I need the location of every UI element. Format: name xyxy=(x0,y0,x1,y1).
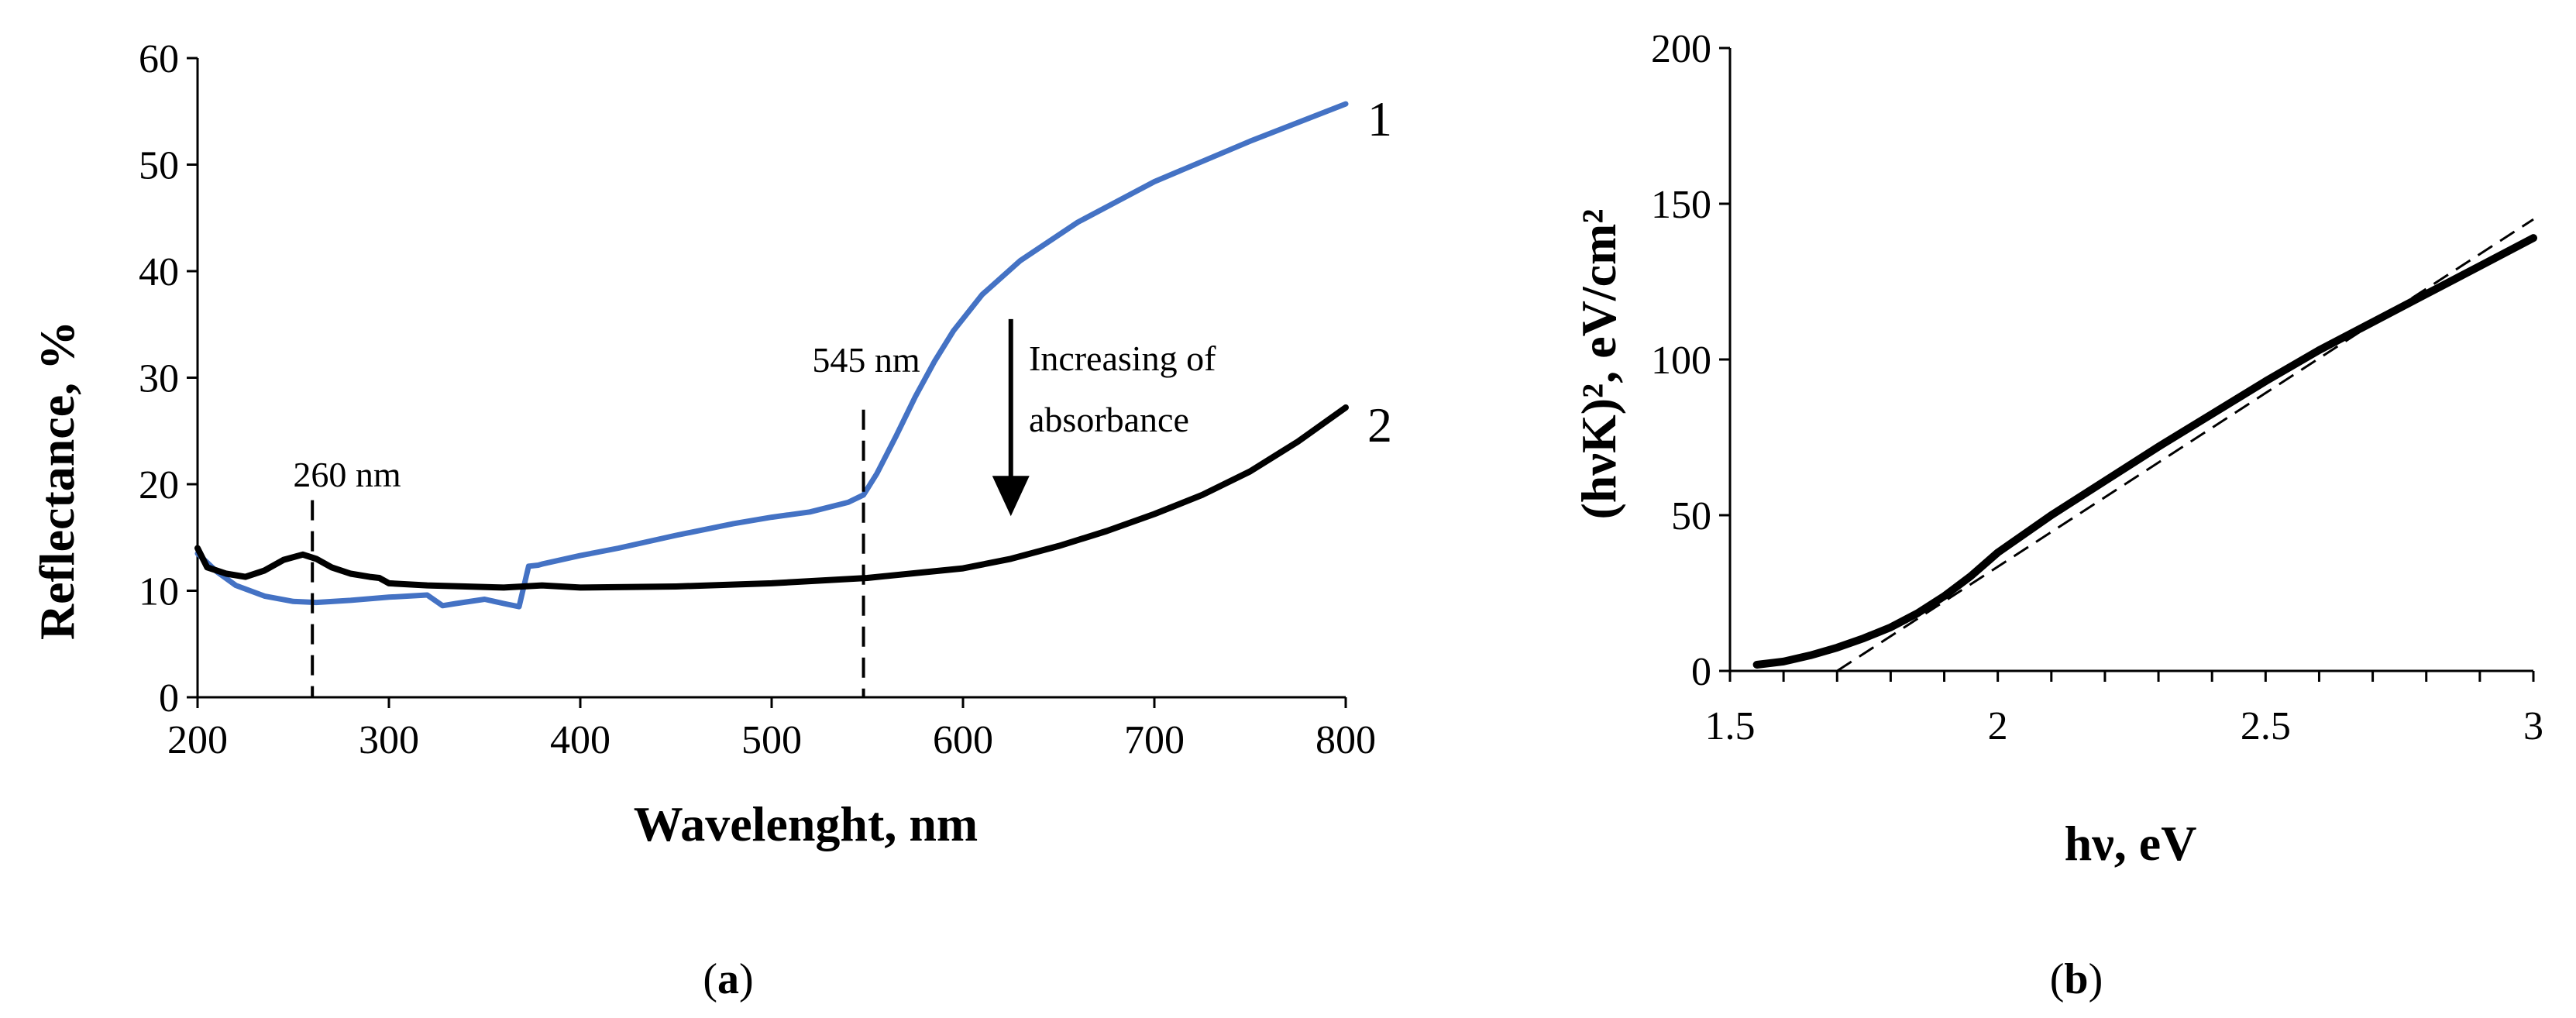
absorbance-arrow-head xyxy=(992,476,1030,517)
annotation-260nm: 260 nm xyxy=(293,455,401,494)
chart-a-y-tick-label: 0 xyxy=(159,676,179,721)
chart-a-marks xyxy=(194,101,1349,697)
chart-a-y-axis-label: Reflectance, % xyxy=(29,321,84,640)
chart-b-y-tick-labels: 0 50 100 150 200 xyxy=(1651,27,1711,694)
chart-a-y-tick-labels: 0 10 20 30 40 50 60 xyxy=(139,37,179,721)
chart-a-x-tick-label: 300 xyxy=(359,718,419,762)
chart-b-y-tick-label: 200 xyxy=(1651,27,1711,71)
chart-b-y-tick-label: 50 xyxy=(1671,494,1711,538)
chart-a-axes xyxy=(187,57,1347,708)
chart-b-y-axis-label: (hνK)², eV/cm² xyxy=(1571,208,1626,519)
series-1-line xyxy=(194,101,1349,610)
caption-b: (b) xyxy=(2050,955,2103,1003)
tauc-curve-line xyxy=(1752,234,2537,669)
curve-2-label: 2 xyxy=(1367,397,1392,452)
annotation-absorbance-line2: absorbance xyxy=(1029,400,1189,439)
chart-a-y-tick-label: 10 xyxy=(139,570,179,614)
series-2-line xyxy=(194,404,1349,591)
chart-b-axes xyxy=(1719,46,2535,682)
caption-a-letter: a xyxy=(717,955,739,1003)
annotation-545nm: 545 nm xyxy=(812,340,920,380)
chart-a-x-tick-label: 600 xyxy=(933,718,993,762)
chart-b: 1.5 2 2.5 3 0 50 100 150 200 hν, eV (hνK)², eV/… xyxy=(1571,27,2543,1003)
chart-a: 200 300 400 500 600 700 800 0 10 20 30 40 50 60 Wave… xyxy=(29,37,1392,1003)
chart-a-x-tick-label: 700 xyxy=(1124,718,1185,762)
chart-b-x-axis-label: hν, eV xyxy=(2065,816,2197,871)
chart-a-y-tick-label: 20 xyxy=(139,463,179,507)
chart-a-x-tick-label: 800 xyxy=(1316,718,1376,762)
curve-1-label: 1 xyxy=(1367,91,1392,146)
chart-a-x-tick-label: 500 xyxy=(741,718,802,762)
chart-a-x-tick-label: 400 xyxy=(550,718,610,762)
chart-b-x-tick-label: 2 xyxy=(1988,704,2008,748)
annotation-absorbance-line1: Increasing of xyxy=(1029,339,1216,378)
chart-a-y-tick-label: 40 xyxy=(139,250,179,294)
chart-b-x-tick-label: 1.5 xyxy=(1705,704,1756,748)
chart-b-y-tick-label: 150 xyxy=(1651,183,1711,227)
chart-a-y-tick-label: 60 xyxy=(139,37,179,81)
chart-a-x-tick-label: 200 xyxy=(167,718,228,762)
chart-b-x-tick-label: 3 xyxy=(2523,704,2543,748)
chart-b-x-tick-label: 2.5 xyxy=(2241,704,2291,748)
linear-fit-dashed-line xyxy=(1836,218,2534,672)
chart-b-x-tick-labels: 1.5 2 2.5 3 xyxy=(1705,704,2544,748)
chart-a-y-tick-label: 50 xyxy=(139,144,179,188)
chart-a-x-tick-labels: 200 300 400 500 600 700 800 xyxy=(167,718,1376,762)
chart-a-y-tick-label: 30 xyxy=(139,357,179,401)
chart-b-marks xyxy=(1752,218,2537,672)
chart-b-y-tick-label: 0 xyxy=(1691,650,1711,694)
chart-b-y-tick-label: 100 xyxy=(1651,339,1711,383)
chart-a-x-axis-label: Wavelenght, nm xyxy=(634,796,978,851)
caption-b-letter: b xyxy=(2064,955,2088,1003)
caption-a: (a) xyxy=(703,955,753,1003)
